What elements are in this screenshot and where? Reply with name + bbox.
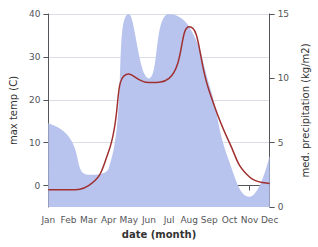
svg-text:30: 30 <box>29 52 41 62</box>
svg-text:Mar: Mar <box>80 215 97 225</box>
svg-text:Sep: Sep <box>201 215 218 225</box>
svg-text:Feb: Feb <box>61 215 77 225</box>
svg-text:15: 15 <box>278 9 289 19</box>
svg-text:5: 5 <box>278 138 284 148</box>
svg-text:Aug: Aug <box>180 215 198 225</box>
svg-text:Jul: Jul <box>163 215 175 225</box>
svg-text:med. precipitation (kg/m2): med. precipitation (kg/m2) <box>300 43 311 177</box>
svg-text:Jun: Jun <box>141 215 156 225</box>
svg-text:Jan: Jan <box>40 215 55 225</box>
svg-text:Dec: Dec <box>261 215 278 225</box>
svg-text:10: 10 <box>278 73 290 83</box>
svg-text:0: 0 <box>35 181 41 191</box>
svg-text:max temp (C): max temp (C) <box>8 76 19 145</box>
svg-text:10: 10 <box>29 138 41 148</box>
svg-text:Apr: Apr <box>101 215 117 225</box>
svg-text:40: 40 <box>29 9 41 19</box>
svg-text:0: 0 <box>278 202 284 212</box>
svg-text:Oct: Oct <box>222 215 238 225</box>
svg-text:Nov: Nov <box>241 215 259 225</box>
svg-text:May: May <box>120 215 139 225</box>
svg-text:date (month): date (month) <box>122 229 196 240</box>
svg-text:20: 20 <box>29 95 41 105</box>
